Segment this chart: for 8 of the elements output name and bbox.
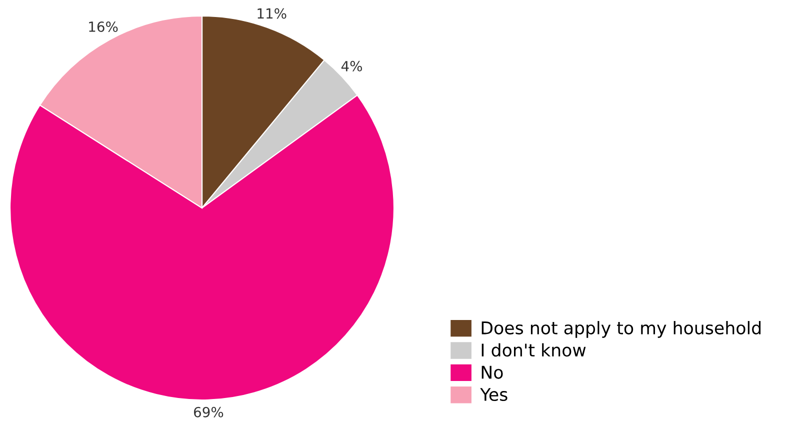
legend-label: No bbox=[482, 366, 503, 379]
data-label: 11% bbox=[258, 8, 286, 19]
legend-label: Does not apply to my household bbox=[482, 321, 761, 338]
legend-label: I don't know bbox=[482, 343, 586, 357]
legend-label: Yes bbox=[480, 388, 508, 402]
data-label: 69% bbox=[194, 406, 224, 418]
data-label: 4% bbox=[341, 60, 362, 72]
data-label: 16% bbox=[89, 21, 118, 32]
